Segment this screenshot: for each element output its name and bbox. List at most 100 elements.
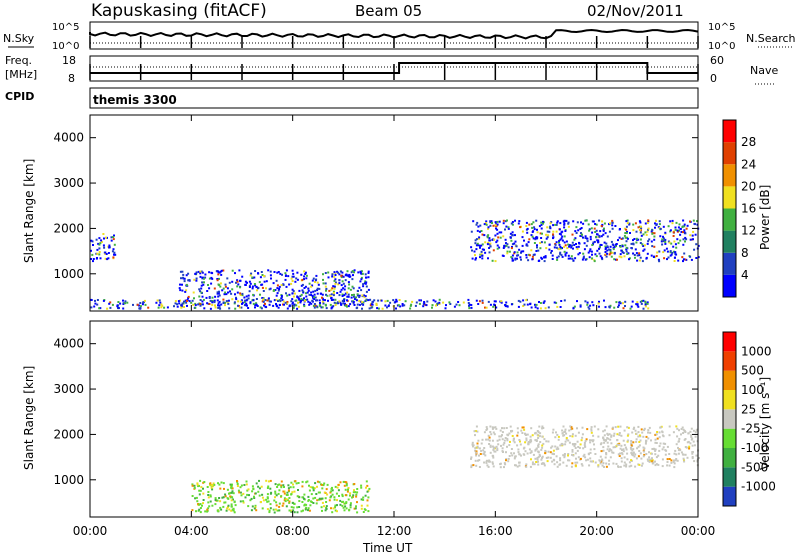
heatmap-cell <box>211 484 213 486</box>
heatmap-cell <box>531 434 534 437</box>
heatmap-cell <box>389 301 392 304</box>
heatmap-cell <box>216 291 219 294</box>
heatmap-cell <box>329 496 332 499</box>
heatmap-cell <box>487 257 489 260</box>
heatmap-cell <box>632 243 635 246</box>
heatmap-cell <box>432 299 435 302</box>
heatmap-cell <box>478 237 480 240</box>
heatmap-cell <box>368 307 371 310</box>
heatmap-cell <box>357 271 360 274</box>
heatmap-cell <box>563 235 566 238</box>
heatmap-cell <box>506 445 508 448</box>
heatmap-cell <box>251 505 254 508</box>
heatmap-cell <box>292 483 294 486</box>
heatmap-cell <box>588 256 591 259</box>
heatmap-cell <box>291 288 294 291</box>
heatmap-cell <box>683 229 686 232</box>
heatmap-cell <box>532 253 535 256</box>
heatmap-cell <box>619 245 622 248</box>
heatmap-cell <box>579 304 582 307</box>
heatmap-cell <box>310 285 313 288</box>
heatmap-cell <box>217 271 220 274</box>
heatmap-cell <box>584 456 587 459</box>
heatmap-cell <box>481 438 484 441</box>
heatmap-cell <box>615 462 618 465</box>
heatmap-cell <box>244 299 247 302</box>
heatmap-cell <box>624 244 627 247</box>
heatmap-cell <box>669 230 672 233</box>
heatmap-cell <box>195 277 198 280</box>
heatmap-cell <box>99 307 102 310</box>
heatmap-cell <box>274 496 276 499</box>
heatmap-cell <box>324 272 327 274</box>
heatmap-cell <box>626 237 629 240</box>
heatmap-cell <box>639 221 642 224</box>
heatmap-cell <box>332 305 335 308</box>
heatmap-cell <box>659 426 662 429</box>
heatmap-cell <box>610 434 613 437</box>
heatmap-cell <box>258 487 261 490</box>
heatmap-cell <box>367 510 370 513</box>
heatmap-cell <box>556 258 559 261</box>
heatmap-cell <box>620 238 623 240</box>
heatmap-cell <box>607 445 610 448</box>
heatmap-cell <box>241 275 244 278</box>
heatmap-cell <box>244 283 247 286</box>
heatmap-cell <box>594 253 597 256</box>
heatmap-cell <box>572 443 575 446</box>
heatmap-cell <box>366 499 369 502</box>
heatmap-cell <box>322 282 325 285</box>
heatmap-cell <box>328 499 331 502</box>
heatmap-cell <box>639 242 642 244</box>
heatmap-cell <box>303 297 305 300</box>
heatmap-cell <box>248 280 251 283</box>
heatmap-cell <box>234 307 237 310</box>
heatmap-cell <box>190 301 193 304</box>
heatmap-cell <box>353 271 355 274</box>
heatmap-cell <box>510 239 513 242</box>
heatmap-cell <box>291 491 294 494</box>
heatmap-cell <box>187 272 190 275</box>
heatmap-cell <box>646 458 649 461</box>
heatmap-cell <box>488 251 491 254</box>
heatmap-cell <box>555 431 557 434</box>
nave-tick-top: 60 <box>710 54 724 67</box>
heatmap-cell <box>593 448 596 451</box>
heatmap-cell <box>541 435 544 438</box>
heatmap-cell <box>474 449 477 452</box>
heatmap-cell <box>92 244 94 246</box>
heatmap-cell <box>651 229 654 232</box>
heatmap-cell <box>540 221 543 224</box>
heatmap-cell <box>208 287 211 290</box>
heatmap-cell <box>251 485 254 488</box>
heatmap-cell <box>296 506 299 509</box>
heatmap-cell <box>531 461 534 464</box>
heatmap-cell <box>640 457 643 460</box>
heatmap-cell <box>518 439 521 441</box>
heatmap-cell <box>504 437 507 439</box>
heatmap-cell <box>471 257 474 260</box>
heatmap-cell <box>313 293 316 296</box>
heatmap-cell <box>692 429 695 432</box>
heatmap-cell <box>563 250 566 253</box>
heatmap-cell <box>623 461 626 464</box>
heatmap-cell <box>510 303 513 306</box>
heatmap-cell <box>282 490 285 493</box>
heatmap-cell <box>491 439 494 442</box>
heatmap-cell <box>627 439 630 442</box>
heatmap-cell <box>241 302 243 305</box>
heatmap-cell <box>303 305 306 308</box>
heatmap-cell <box>664 242 667 245</box>
heatmap-cell <box>625 240 628 243</box>
heatmap-cell <box>217 306 220 309</box>
heatmap-cell <box>198 489 201 492</box>
heatmap-cell <box>677 242 680 245</box>
heatmap-cell <box>351 278 354 281</box>
heatmap-cell <box>206 302 209 305</box>
heatmap-cell <box>251 299 254 302</box>
heatmap-cell <box>488 239 491 242</box>
heatmap-cell <box>211 301 214 304</box>
heatmap-cell <box>314 496 317 499</box>
heatmap-cell <box>410 303 413 306</box>
heatmap-cell <box>524 441 527 444</box>
